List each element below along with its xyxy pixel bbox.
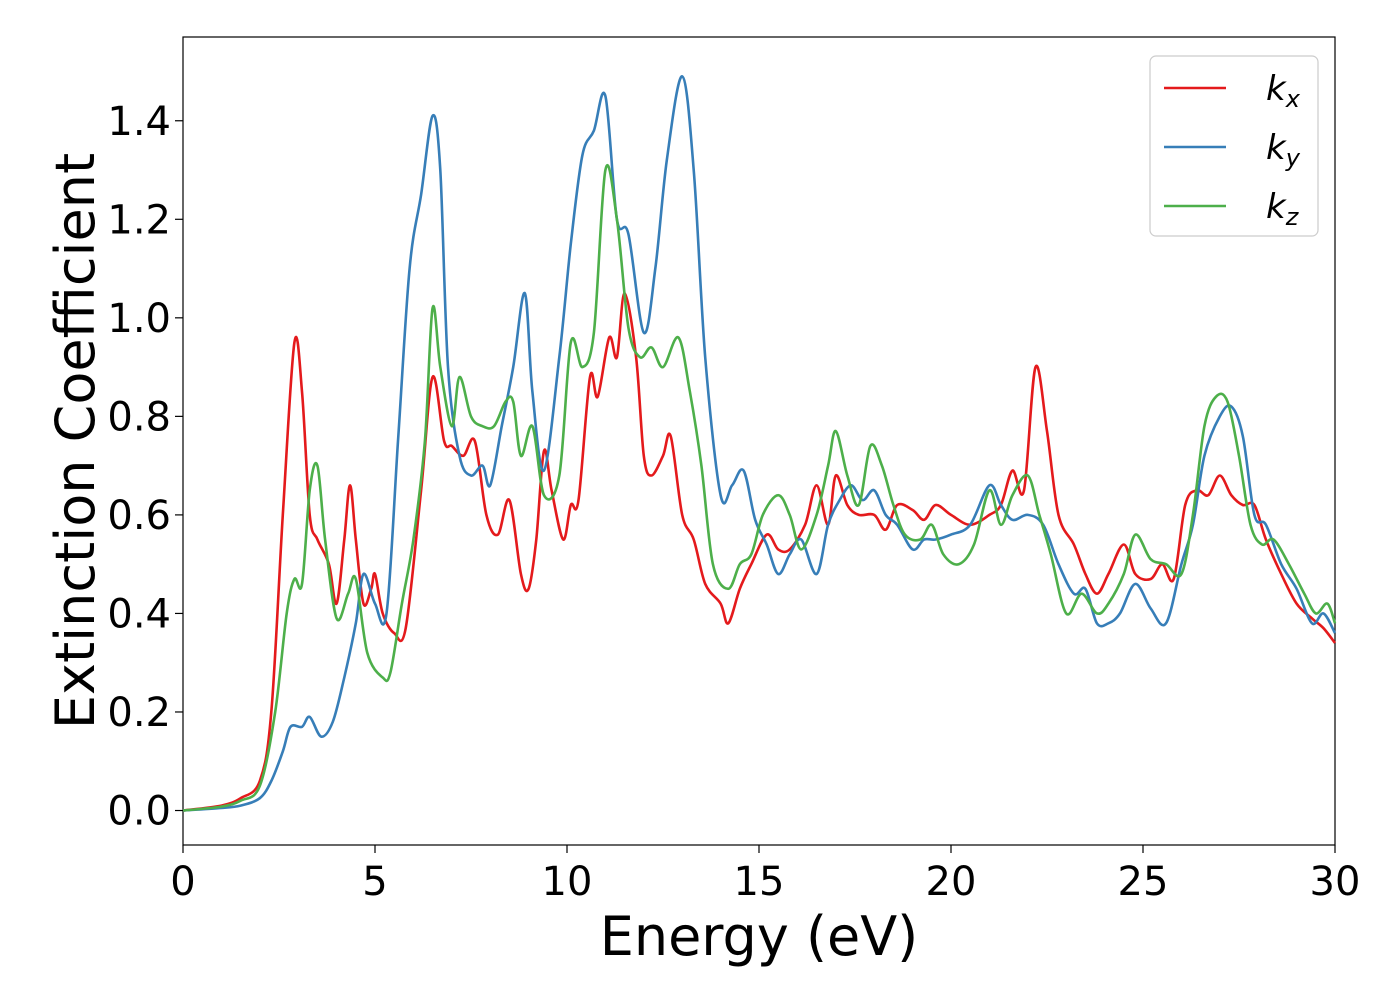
y-tick-label: 1.4 (107, 99, 171, 145)
series-line-ky (182, 75, 1337, 812)
x-tick-label: 10 (542, 859, 593, 905)
legend-label-main: k (1266, 128, 1287, 168)
y-tick-label: 0.2 (107, 690, 171, 736)
legend-label-ky: ky (1266, 128, 1301, 172)
y-tick-label: 0.6 (107, 493, 171, 539)
y-axis-title: Extinction Coefficient (44, 153, 107, 729)
x-tick-label: 0 (170, 859, 195, 905)
legend-label-kz: kz (1266, 187, 1300, 231)
y-tick-label: 1.2 (107, 197, 171, 243)
x-tick-label: 5 (362, 859, 387, 905)
y-tick-label: 0.4 (107, 591, 171, 637)
x-tick-label: 25 (1118, 859, 1169, 905)
legend-label-subscript: y (1285, 144, 1301, 172)
series-line-kx (182, 291, 1337, 812)
x-axis-ticks: 0 5 10 15 20 25 30 (170, 845, 1360, 905)
legend-label-kx: kx (1266, 69, 1301, 113)
legend-label-main: k (1266, 69, 1287, 109)
x-tick-label: 15 (734, 859, 785, 905)
legend-box (1149, 55, 1319, 237)
x-axis-title: Energy (eV) (600, 905, 919, 968)
legend-label-main: k (1266, 187, 1287, 227)
plot-area: 0 5 10 15 20 25 30 0.0 0.2 0.4 0.6 0.8 1.0 1.2 1.4 (107, 36, 1360, 905)
series-line-kz (182, 164, 1337, 812)
legend-label-subscript: z (1285, 203, 1300, 231)
y-tick-label: 1.0 (107, 296, 171, 342)
x-tick-label: 30 (1310, 859, 1361, 905)
x-tick-label: 20 (926, 859, 977, 905)
y-tick-label: 0.0 (107, 789, 171, 835)
y-axis-ticks: 0.0 0.2 0.4 0.6 0.8 1.0 1.2 1.4 (107, 99, 183, 835)
series-layer (182, 75, 1337, 812)
legend-label-subscript: x (1285, 85, 1301, 113)
y-tick-label: 0.8 (107, 394, 171, 440)
